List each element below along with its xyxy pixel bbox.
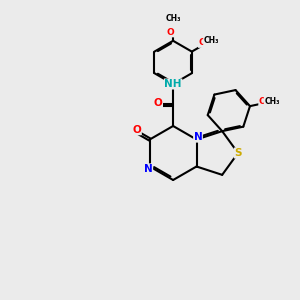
Text: O: O <box>133 125 141 135</box>
Text: N: N <box>194 132 202 142</box>
Text: O: O <box>259 97 266 106</box>
Text: S: S <box>234 148 242 158</box>
Text: NH: NH <box>164 79 182 89</box>
Text: CH₃: CH₃ <box>264 97 280 106</box>
Text: O: O <box>154 98 163 108</box>
Text: N: N <box>144 164 153 174</box>
Text: CH₃: CH₃ <box>204 36 219 45</box>
Text: O: O <box>198 38 206 47</box>
Text: O: O <box>167 28 175 37</box>
Text: CH₃: CH₃ <box>165 14 181 23</box>
